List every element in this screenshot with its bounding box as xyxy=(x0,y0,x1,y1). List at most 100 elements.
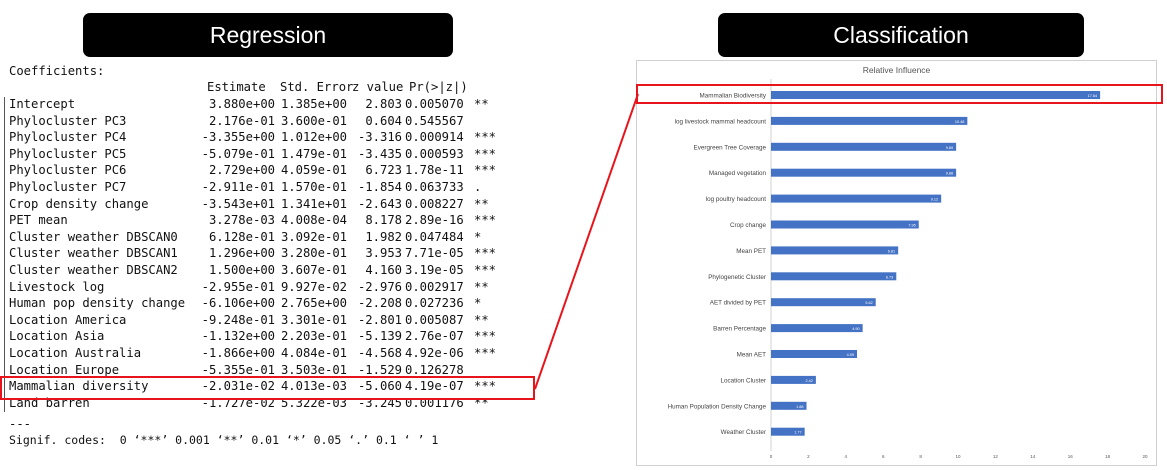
bar xyxy=(771,350,858,358)
table-row: Mammalian diversity -2.031e-02 4.013e-03 -5… xyxy=(0,379,530,395)
coef-significance: ** xyxy=(474,97,489,111)
x-tick-label: 20 xyxy=(1142,454,1148,459)
coef-p-value: 0.002917 xyxy=(405,279,464,294)
coef-z-value: 3.953 xyxy=(365,246,402,261)
coef-estimate: 1.296e+00 xyxy=(208,246,275,261)
coef-z-value: -1.529 xyxy=(357,362,402,377)
coef-name: Location Asia xyxy=(9,329,105,344)
data-label: 4.59 xyxy=(847,353,854,357)
coef-estimate: 3.880e+00 xyxy=(208,97,275,111)
coef-estimate: 3.278e-03 xyxy=(208,213,275,228)
coef-p-value: 0.008227 xyxy=(405,196,464,211)
coef-name: Livestock log xyxy=(9,279,105,294)
table-row: Intercept 3.880e+00 1.385e+00 2.803 0.005070… xyxy=(0,97,530,113)
data-label: 6.81 xyxy=(888,249,895,253)
data-label: 9.12 xyxy=(931,198,938,202)
coef-significance: *** xyxy=(474,379,497,394)
x-tick-label: 12 xyxy=(993,454,999,459)
bar xyxy=(771,272,897,281)
coef-name: Mammalian diversity xyxy=(9,379,149,394)
coef-std-error: 2.765e+00 xyxy=(280,296,347,311)
table-left-border xyxy=(4,97,5,412)
coef-name: Location Europe xyxy=(9,362,120,377)
coef-z-value: -2.976 xyxy=(357,279,402,294)
coef-estimate: 6.128e-01 xyxy=(208,229,275,244)
signif-codes: Signif. codes: 0 ‘***’ 0.001 ‘**’ 0.01 ‘… xyxy=(9,433,439,447)
coef-p-value: 7.71e-05 xyxy=(405,246,464,261)
bar xyxy=(771,142,957,151)
bar xyxy=(771,298,876,307)
coef-significance: ** xyxy=(474,279,489,294)
coef-name: Location America xyxy=(9,312,127,327)
data-label: 17.64 xyxy=(1088,94,1098,98)
coef-std-error: 4.059e-01 xyxy=(280,163,347,178)
coef-significance: * xyxy=(474,296,482,311)
x-tick-label: 14 xyxy=(1030,454,1036,459)
relative-influence-chart: Relative Influence Mammalian Biodiversity… xyxy=(636,60,1157,466)
coef-z-value: 1.982 xyxy=(365,229,402,244)
coef-significance: *** xyxy=(474,263,497,277)
x-tick-label: 16 xyxy=(1068,454,1074,459)
coef-std-error: 9.927e-02 xyxy=(280,279,347,294)
coef-std-error: 1.341e+01 xyxy=(280,196,347,211)
category-label: Mammalian Biodiversity xyxy=(700,93,767,100)
coef-estimate: -5.355e-01 xyxy=(201,362,275,377)
coef-p-value: 0.005087 xyxy=(405,312,464,327)
coef-estimate: -9.248e-01 xyxy=(201,312,275,327)
coef-p-value: 4.92e-06 xyxy=(405,346,464,360)
coef-p-value: 3.19e-05 xyxy=(405,263,464,277)
bar xyxy=(771,91,1101,99)
coef-z-value: -4.568 xyxy=(357,346,402,360)
coef-name: Cluster weather DBSCAN0 xyxy=(9,229,178,244)
category-label: Managed vegetation xyxy=(709,170,767,177)
table-row: Livestock log -2.955e-01 9.927e-02 -2.976 0.… xyxy=(0,280,530,296)
data-label: 2.42 xyxy=(805,379,812,383)
bar xyxy=(771,427,805,436)
column-header-std-error: Std. Error xyxy=(280,80,354,94)
coef-estimate: -2.031e-02 xyxy=(201,379,275,394)
coef-name: Phylocluster PC5 xyxy=(9,146,127,161)
coef-p-value: 0.545567 xyxy=(405,113,464,128)
column-header-p-value: Pr(>|z|) xyxy=(409,80,468,94)
coef-p-value: 0.063733 xyxy=(405,180,464,194)
category-label: Mean PET xyxy=(736,248,766,255)
coef-z-value: -1.854 xyxy=(357,180,402,194)
x-tick-label: 2 xyxy=(807,454,810,459)
table-row: Phylocluster PC6 2.729e+00 4.059e-01 6.723 1… xyxy=(0,163,530,179)
coef-estimate: -3.355e+00 xyxy=(201,130,275,145)
coef-p-value: 0.047484 xyxy=(405,229,464,244)
coef-estimate: -2.955e-01 xyxy=(201,279,275,294)
coef-std-error: 1.385e+00 xyxy=(280,97,347,111)
coef-z-value: -2.208 xyxy=(357,296,402,311)
table-row: PET mean 3.278e-03 4.008e-04 8.178 2.89e-16 *… xyxy=(0,213,530,229)
category-label: Barren Percentage xyxy=(713,326,766,333)
column-header-estimate: Estimate xyxy=(207,80,266,94)
coef-significance: *** xyxy=(474,329,497,344)
coef-estimate: -3.543e+01 xyxy=(201,196,275,211)
category-label: Phylogenetic Cluster xyxy=(708,274,766,281)
coef-name: Location Australia xyxy=(9,346,142,360)
data-label: 5.62 xyxy=(865,301,872,305)
coef-std-error: 3.092e-01 xyxy=(280,229,347,244)
x-tick-label: 10 xyxy=(955,454,961,459)
coef-estimate: -1.866e+00 xyxy=(201,346,275,360)
coef-significance: *** xyxy=(474,213,497,228)
coef-significance: *** xyxy=(474,346,497,360)
data-label: 10.48 xyxy=(955,120,965,124)
chart-title: Relative Influence xyxy=(863,65,931,75)
table-row: Cluster weather DBSCAN0 6.128e-01 3.092e-0… xyxy=(0,230,530,246)
coef-std-error: 4.084e-01 xyxy=(280,346,347,360)
coef-name: Cluster weather DBSCAN2 xyxy=(9,263,178,277)
coef-z-value: -3.435 xyxy=(357,146,402,161)
category-label: log poultry headcount xyxy=(706,196,766,203)
table-row: Cluster weather DBSCAN2 1.500e+00 3.607e-0… xyxy=(0,263,530,279)
data-label: 9.89 xyxy=(946,146,953,150)
coef-estimate: -5.079e-01 xyxy=(201,146,275,161)
category-label: Human Population Density Change xyxy=(668,403,767,410)
coef-z-value: 4.160 xyxy=(365,263,402,277)
x-tick-label: 0 xyxy=(770,454,773,459)
coef-p-value: 2.89e-16 xyxy=(405,213,464,228)
data-label: 1.88 xyxy=(796,405,803,409)
bar xyxy=(771,168,957,177)
coef-name: Crop density change xyxy=(9,196,149,211)
